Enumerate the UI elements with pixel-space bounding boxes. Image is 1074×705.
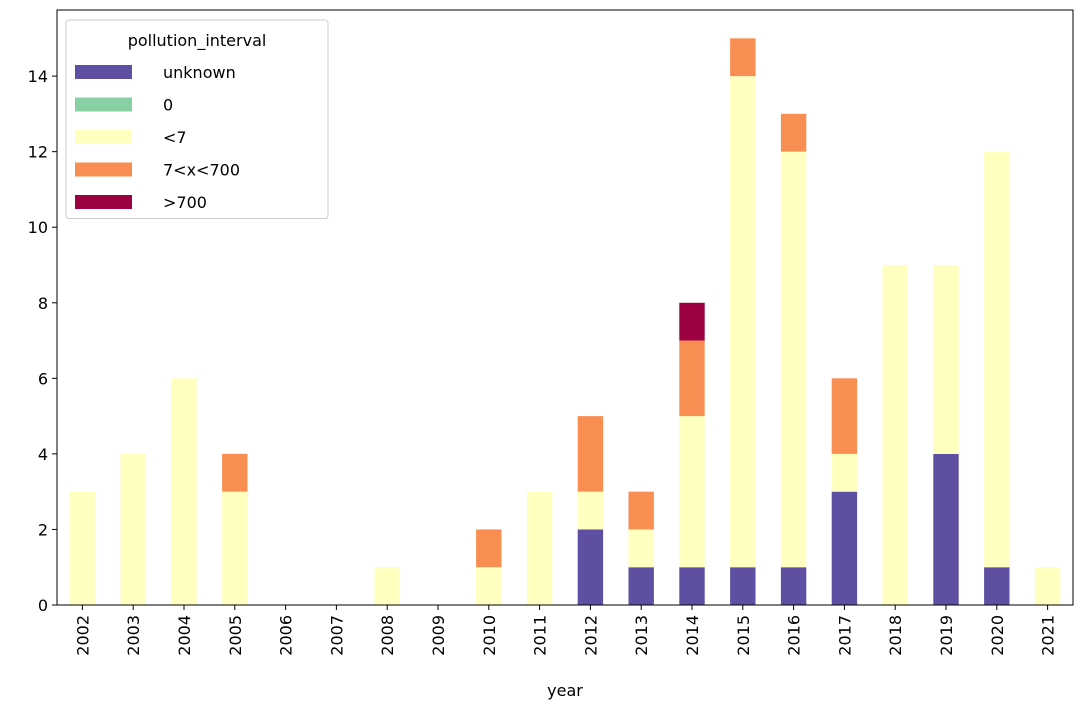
bar-segment	[120, 453, 146, 605]
x-tick-label: 2011	[531, 615, 550, 656]
x-tick-label: 2005	[226, 615, 245, 656]
bar-segment	[222, 491, 248, 605]
bar-segment	[628, 491, 654, 530]
x-tick-label: 2009	[429, 615, 448, 656]
bar-segment	[933, 453, 959, 605]
bar-segment	[679, 567, 705, 605]
x-tick-label: 2015	[734, 615, 753, 656]
x-tick-label: 2021	[1039, 615, 1058, 656]
y-tick-label: 4	[38, 445, 48, 464]
bar-segment	[1034, 567, 1061, 605]
bar-segment	[476, 529, 502, 568]
x-tick-label: 2003	[124, 615, 143, 656]
x-tick-label: 2002	[73, 615, 92, 656]
y-tick-label: 8	[38, 294, 48, 313]
x-tick-label: 2004	[175, 615, 194, 656]
y-tick-label: 0	[38, 596, 48, 615]
x-tick-label: 2008	[378, 615, 397, 656]
legend-swatch	[75, 130, 132, 144]
y-tick-label: 12	[28, 143, 48, 162]
bar-segment	[831, 453, 858, 492]
legend-label: unknown	[163, 63, 236, 82]
x-tick-label: 2007	[327, 615, 346, 656]
legend-label: 7<x<700	[163, 161, 240, 180]
bar-segment	[222, 453, 248, 492]
bar-segment	[882, 265, 908, 605]
x-tick-label: 2020	[988, 615, 1007, 656]
bar-segment	[628, 529, 654, 568]
bar-segment	[69, 491, 96, 605]
bar-segment	[526, 491, 553, 605]
bar-segment	[780, 113, 807, 152]
bar-segment	[831, 378, 858, 454]
x-tick-label: 2018	[886, 615, 905, 656]
bar-segment	[933, 265, 959, 454]
bar-segment	[730, 567, 756, 605]
bar-segment	[831, 491, 858, 605]
bar-segment	[984, 567, 1010, 605]
x-axis-label: year	[547, 681, 583, 700]
bar-segment	[171, 378, 197, 605]
y-tick-label: 6	[38, 369, 48, 388]
bar-segment	[679, 302, 705, 341]
y-tick-label: 10	[28, 218, 48, 237]
y-tick-label: 2	[38, 520, 48, 539]
x-tick-label: 2010	[480, 615, 499, 656]
bar-segment	[577, 491, 604, 530]
legend-title: pollution_interval	[128, 31, 267, 51]
x-tick-label: 2014	[683, 615, 702, 656]
legend-swatch	[75, 65, 132, 79]
legend-swatch	[75, 162, 132, 177]
legend-swatch	[75, 97, 132, 112]
legend-label: <7	[163, 128, 187, 147]
y-tick-label: 14	[28, 67, 48, 86]
x-tick-label: 2006	[277, 615, 296, 656]
bar-segment	[679, 416, 705, 568]
x-tick-label: 2013	[632, 615, 651, 656]
legend-label: 0	[163, 96, 173, 115]
legend-swatch	[75, 195, 132, 209]
x-tick-label: 2012	[581, 615, 600, 656]
bar-segment	[730, 76, 756, 568]
bar-segment	[984, 151, 1010, 568]
bar-segment	[476, 567, 502, 605]
bar-segment	[577, 416, 604, 492]
bar-segment	[374, 567, 400, 605]
bar-segment	[780, 567, 807, 605]
legend-label: >700	[163, 193, 207, 212]
bar-segment	[730, 38, 756, 77]
x-tick-label: 2019	[937, 615, 956, 656]
axes-frame	[56, 9, 1074, 606]
x-tick-label: 2016	[785, 615, 804, 656]
bar-segment	[577, 529, 604, 605]
bar-segment	[679, 340, 705, 417]
x-tick-label: 2017	[835, 615, 854, 656]
bar-segment	[780, 151, 807, 568]
bar-segment	[628, 567, 654, 605]
